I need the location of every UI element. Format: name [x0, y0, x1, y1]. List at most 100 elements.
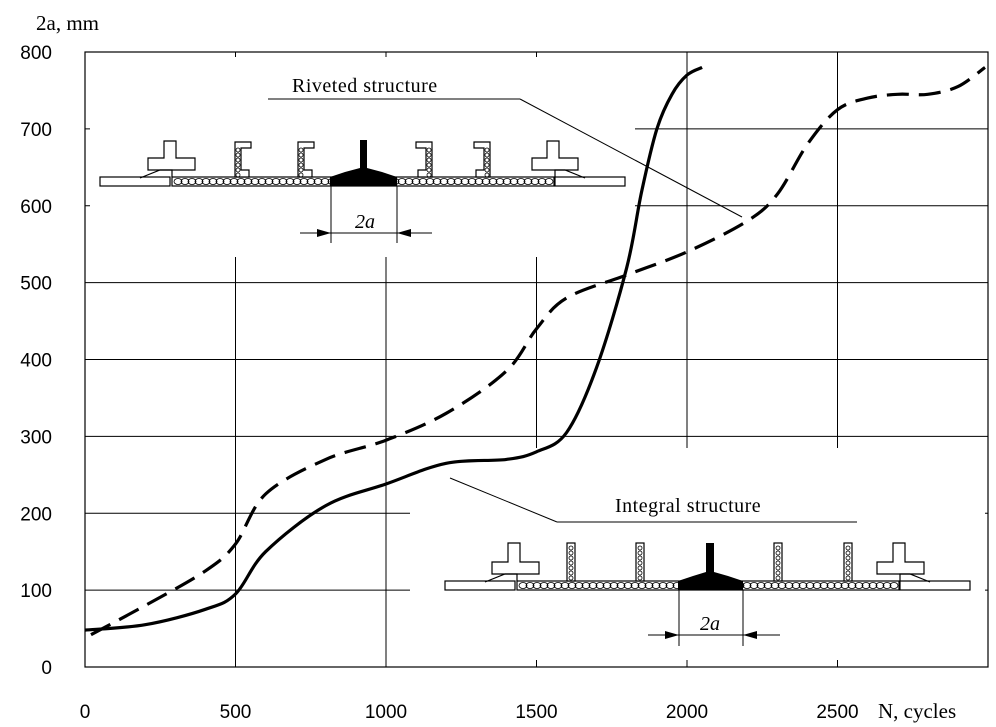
- riveted-stringers: [234, 141, 491, 178]
- bead-mark: [560, 582, 570, 589]
- bead-mark: [484, 147, 490, 153]
- y-tick-label: 800: [20, 43, 52, 64]
- bead-mark: [235, 157, 241, 163]
- bead-mark: [623, 582, 633, 589]
- integral-left-joint: [484, 573, 518, 583]
- bead-mark: [306, 178, 316, 185]
- bead-mark: [432, 178, 442, 185]
- integral-structure-inset: Integral structure 2a: [444, 477, 971, 646]
- bead-mark: [539, 582, 549, 589]
- bead-mark: [235, 172, 241, 178]
- integral-dim-arrow-right: [743, 631, 757, 639]
- bead-mark: [845, 570, 851, 576]
- bead-mark: [502, 178, 512, 185]
- riveted-series-label: Riveted structure: [292, 75, 438, 97]
- bead-mark: [484, 167, 490, 173]
- bead-mark: [568, 565, 574, 571]
- bead-mark: [568, 570, 574, 576]
- bead-mark: [298, 147, 304, 153]
- integral-right-t-stiffener: [876, 542, 925, 575]
- bead-mark: [602, 582, 612, 589]
- bead-mark: [637, 550, 643, 556]
- bead-mark: [484, 152, 490, 158]
- bead-mark: [278, 178, 288, 185]
- bead-mark: [236, 178, 246, 185]
- riveted-left-t-stiffener: [147, 140, 196, 171]
- bead-mark: [658, 582, 668, 589]
- x-tick-label: 0: [80, 702, 91, 723]
- bead-mark: [567, 582, 577, 589]
- x-tick-label: 500: [220, 702, 252, 723]
- bead-mark: [453, 178, 463, 185]
- integral-skin-right: [899, 580, 971, 591]
- bead-mark: [775, 565, 781, 571]
- bead-mark: [665, 582, 675, 589]
- bead-mark: [630, 582, 640, 589]
- bead-mark: [484, 172, 490, 178]
- bead-mark: [426, 172, 432, 178]
- riveted-dim-arrow-right: [397, 229, 411, 237]
- integral-series-line: [84, 65, 703, 632]
- bead-mark: [798, 582, 808, 589]
- bead-mark: [845, 565, 851, 571]
- bead-mark: [756, 582, 766, 589]
- bead-mark: [868, 582, 878, 589]
- bead-mark: [775, 570, 781, 576]
- bead-mark: [854, 582, 864, 589]
- riveted-right-t-stiffener: [531, 140, 579, 171]
- bead-mark: [426, 157, 432, 163]
- bead-mark: [250, 178, 260, 185]
- bead-mark: [833, 582, 843, 589]
- bead-mark: [426, 147, 432, 153]
- plot-frame: [84, 51, 989, 668]
- integral-skin-left: [444, 580, 516, 591]
- bead-mark: [840, 582, 850, 589]
- riveted-left-joint: [139, 169, 173, 179]
- bead-mark: [298, 172, 304, 178]
- bead-mark: [845, 545, 851, 551]
- bead-mark: [637, 565, 643, 571]
- bead-mark: [484, 162, 490, 168]
- x-axis-title: N, cycles: [878, 699, 956, 723]
- integral-leader-diagonal: [449, 477, 558, 523]
- bead-mark: [568, 545, 574, 551]
- bead-mark: [568, 550, 574, 556]
- integral-inset-mask: [410, 448, 985, 660]
- bead-mark: [229, 178, 239, 185]
- bead-mark: [644, 582, 654, 589]
- x-tick-label: 2000: [666, 702, 708, 723]
- bead-mark: [404, 178, 414, 185]
- bead-mark: [173, 178, 183, 185]
- y-tick-label: 600: [20, 197, 52, 218]
- bead-mark: [775, 560, 781, 566]
- bead-mark: [180, 178, 190, 185]
- bead-mark: [568, 575, 574, 581]
- bead-mark: [819, 582, 829, 589]
- bead-mark: [215, 178, 225, 185]
- bead-mark: [637, 570, 643, 576]
- bead-mark: [805, 582, 815, 589]
- bead-mark: [187, 178, 197, 185]
- x-tick-label: 2500: [816, 702, 858, 723]
- bead-mark: [235, 152, 241, 158]
- bead-mark: [553, 582, 563, 589]
- bead-mark: [481, 178, 491, 185]
- bead-mark: [222, 178, 232, 185]
- integral-center-stringer: [678, 543, 743, 590]
- bead-mark: [845, 550, 851, 556]
- bead-mark: [616, 582, 626, 589]
- bead-mark: [882, 582, 892, 589]
- bead-mark: [568, 560, 574, 566]
- bead-mark: [426, 167, 432, 173]
- riveted-dim-arrow-left: [317, 229, 331, 237]
- bead-mark: [509, 178, 519, 185]
- integral-blade-stringer: [635, 542, 645, 582]
- bead-mark: [775, 545, 781, 551]
- bead-mark: [775, 575, 781, 581]
- bead-mark: [516, 178, 526, 185]
- bead-mark: [474, 178, 484, 185]
- bead-mark: [525, 582, 535, 589]
- bead-mark: [588, 582, 598, 589]
- y-tick-label: 700: [20, 120, 52, 141]
